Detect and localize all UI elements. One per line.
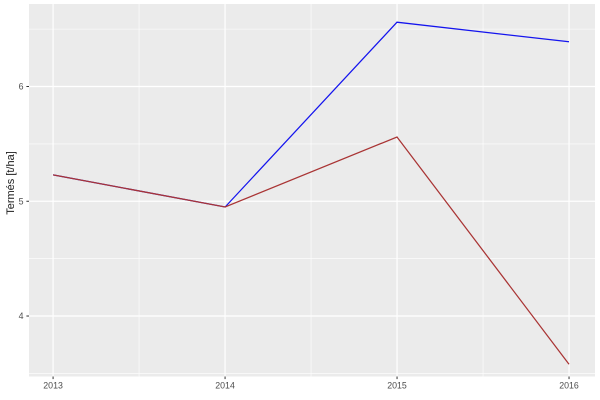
y-tick-label: 4: [19, 311, 24, 321]
y-tick-label: 6: [19, 82, 24, 92]
x-tick-label: 2013: [43, 381, 63, 391]
x-tick-label: 2014: [215, 381, 235, 391]
y-axis-title: Termés [t/ha]: [5, 151, 17, 215]
plot-panel: [29, 4, 595, 377]
x-tick-label: 2016: [559, 381, 579, 391]
y-tick-label: 5: [19, 196, 24, 206]
red-series-line: [52, 136, 570, 365]
x-tick-label: 2015: [387, 381, 407, 391]
